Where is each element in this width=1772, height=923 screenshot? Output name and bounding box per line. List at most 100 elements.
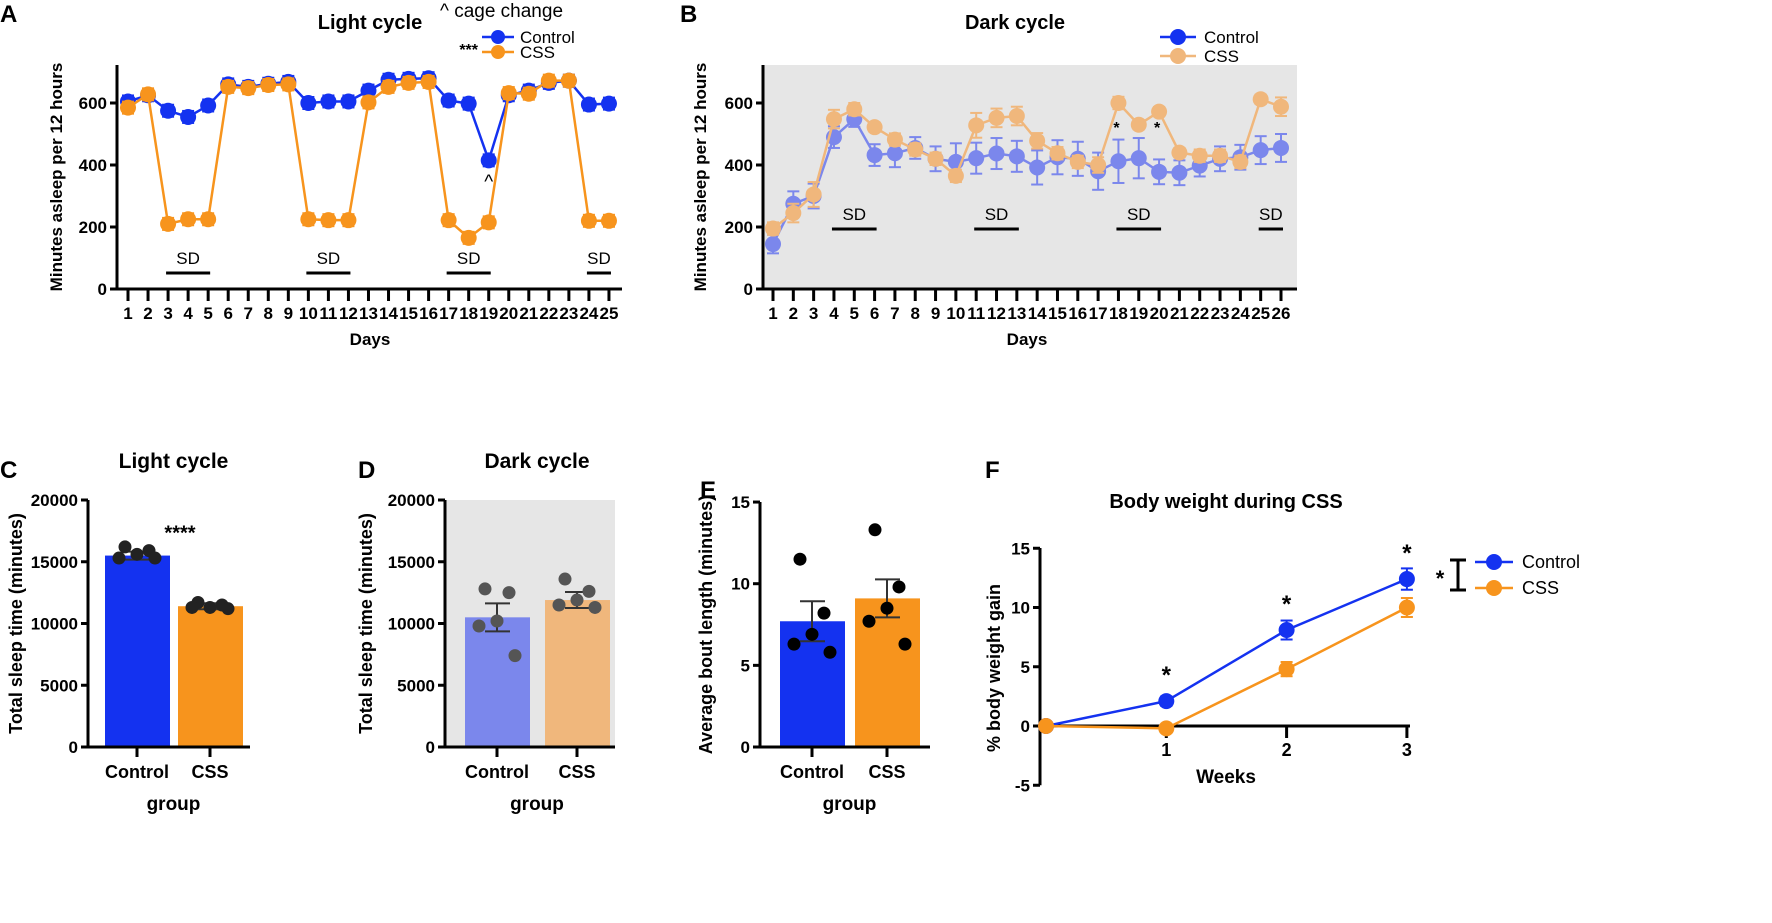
B-data-point-control	[1110, 153, 1127, 170]
A-xtick-label: 23	[559, 304, 578, 323]
A-sd-label: SD	[587, 249, 611, 268]
C-sig-stars: ****	[164, 523, 195, 545]
F-sig-star: *	[1162, 662, 1172, 689]
A-data-point-css	[580, 212, 597, 229]
B-xtick-label: 8	[911, 304, 920, 323]
B-data-point-control	[1151, 163, 1168, 180]
B-data-point-control	[1130, 150, 1147, 167]
C-individual-point	[185, 600, 199, 614]
B-ytick-label: 200	[725, 218, 753, 237]
A-data-point-css	[400, 74, 417, 91]
F-xlabel: Weeks	[1196, 767, 1256, 788]
A-data-point-control	[180, 108, 197, 125]
B-xtick-label: 14	[1028, 304, 1047, 323]
B-xlabel: Days	[1007, 330, 1048, 349]
A-data-point-control	[200, 97, 217, 114]
A-xtick-label: 7	[244, 304, 253, 323]
F-data-point-control	[1278, 622, 1295, 639]
B-legend-marker	[1170, 48, 1186, 64]
B-xtick-label: 20	[1150, 304, 1169, 323]
B-xtick-label: 9	[931, 304, 940, 323]
B-ytick-label: 400	[725, 156, 753, 175]
F-ytick-label: 0	[1021, 717, 1030, 736]
E-ytick-label: 5	[741, 656, 750, 675]
B-xtick-label: 6	[870, 304, 879, 323]
D-individual-point	[552, 598, 566, 612]
F-legend-marker	[1486, 580, 1502, 596]
A-data-point-control	[440, 92, 457, 109]
A-legend-marker	[491, 45, 505, 59]
F-legend-label-css: CSS	[1522, 578, 1559, 598]
B-data-point-css	[988, 109, 1005, 126]
B-data-point-css	[825, 111, 842, 128]
B-xtick-label: 21	[1170, 304, 1189, 323]
B-xtick-label: 17	[1089, 304, 1108, 323]
E-ytick-label: 15	[731, 493, 750, 512]
D-ytick-label: 20000	[388, 491, 435, 510]
B-sd-label: SD	[1259, 205, 1283, 224]
A-xtick-label: 18	[459, 304, 478, 323]
D-individual-point	[588, 600, 602, 614]
C-individual-point	[203, 600, 217, 614]
A-ylabel: Minutes asleep per 12 hours	[47, 63, 66, 292]
F-ytick-label: 5	[1021, 658, 1030, 677]
F-legend-label-control: Control	[1522, 552, 1580, 572]
D-bar-control	[465, 617, 530, 747]
B-xtick-label: 11	[967, 304, 985, 323]
D-ylabel: Total sleep time (minutes)	[356, 513, 376, 734]
A-data-point-css	[480, 214, 497, 231]
B-data-point-control	[866, 147, 883, 164]
B-data-point-css	[765, 220, 781, 237]
A-cage-change-note: ^ cage change	[440, 1, 563, 22]
F-sig-star: *	[1402, 540, 1412, 567]
E-individual-point	[805, 627, 819, 641]
F-data-point-control	[1398, 571, 1415, 588]
A-xtick-label: 22	[539, 304, 558, 323]
B-ytick-label: 0	[744, 280, 753, 299]
B-xtick-label: 15	[1048, 304, 1067, 323]
A-data-point-css	[140, 86, 157, 103]
A-data-point-css	[520, 85, 537, 102]
C-bar-control	[105, 555, 170, 747]
A-xtick-label: 9	[284, 304, 293, 323]
D-individual-point	[472, 619, 486, 633]
D-xtick-label: CSS	[558, 762, 595, 782]
A-xtick-label: 11	[319, 304, 337, 323]
B-data-point-css	[947, 167, 964, 184]
A-data-point-control	[480, 152, 497, 169]
B-xtick-label: 5	[850, 304, 859, 323]
D-individual-point	[508, 649, 522, 663]
B-sd-label: SD	[985, 205, 1009, 224]
F-data-point-css	[1278, 661, 1295, 678]
B-sd-label: SD	[842, 205, 866, 224]
B-xtick-label: 12	[987, 304, 1006, 323]
F-data-point-css	[1038, 718, 1054, 734]
B-shaded-background	[763, 65, 1297, 289]
F-data-point-css	[1398, 599, 1415, 616]
A-xtick-label: 14	[379, 304, 398, 323]
B-data-point-css	[1049, 145, 1066, 162]
B-sig-star: *	[1113, 120, 1120, 137]
A-data-point-control	[580, 96, 597, 113]
A-data-point-css	[540, 72, 557, 89]
A-data-point-css	[160, 215, 177, 232]
B-data-point-control	[988, 145, 1005, 162]
E-individual-point	[868, 523, 882, 537]
B-legend-label-css: CSS	[1204, 47, 1239, 66]
A-sd-label: SD	[317, 249, 341, 268]
B-ytick-label: 600	[725, 94, 753, 113]
B-data-point-css	[805, 186, 822, 203]
A-data-point-css	[600, 212, 617, 229]
B-xtick-label: 25	[1251, 304, 1270, 323]
D-ytick-label: 0	[426, 738, 435, 757]
B-data-point-control	[1171, 164, 1188, 181]
C-ytick-label: 20000	[31, 491, 78, 510]
C-individual-point	[148, 551, 162, 565]
B-data-point-control	[1252, 142, 1269, 159]
D-individual-point	[502, 586, 516, 600]
A-data-point-css	[340, 212, 357, 229]
E-individual-point	[817, 606, 831, 620]
E-individual-point	[880, 601, 894, 615]
B-data-point-css	[1171, 144, 1188, 161]
B-data-point-css	[1110, 95, 1127, 111]
